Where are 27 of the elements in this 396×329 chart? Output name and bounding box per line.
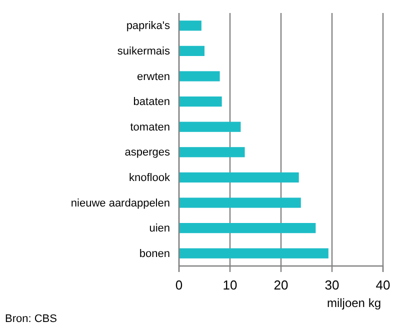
- x-tick-label: 40: [376, 277, 390, 292]
- bar: [179, 96, 222, 107]
- y-tick-label: suikermais: [117, 45, 170, 58]
- bar: [179, 222, 316, 234]
- bar: [179, 20, 202, 31]
- x-tick-label: 0: [175, 277, 183, 292]
- x-tick-label: 20: [274, 277, 288, 292]
- x-tick-label: 10: [222, 277, 238, 292]
- y-tick-label: tomaten: [130, 121, 170, 134]
- bar: [179, 198, 301, 208]
- bar: [179, 172, 299, 183]
- bar: [179, 248, 328, 258]
- text: Bron: CBS: [5, 313, 57, 325]
- y-tick-label: uien: [149, 222, 170, 235]
- y-tick-label: bataten: [133, 96, 170, 108]
- bar: [179, 147, 245, 158]
- bar: [179, 71, 220, 82]
- y-tick-label: nieuwe aardappelen: [70, 197, 170, 210]
- bar: [179, 46, 204, 56]
- y-tick-label: erwten: [136, 70, 170, 83]
- x-axis-title: miljoen kg: [326, 296, 381, 310]
- y-tick-label: bonen: [139, 248, 170, 260]
- x-tick-label: 30: [324, 277, 340, 292]
- y-tick-label: paprika's: [126, 20, 170, 32]
- y-tick-label: asperges: [124, 146, 170, 159]
- bar: [179, 122, 241, 132]
- y-tick-label: knoflook: [129, 172, 170, 184]
